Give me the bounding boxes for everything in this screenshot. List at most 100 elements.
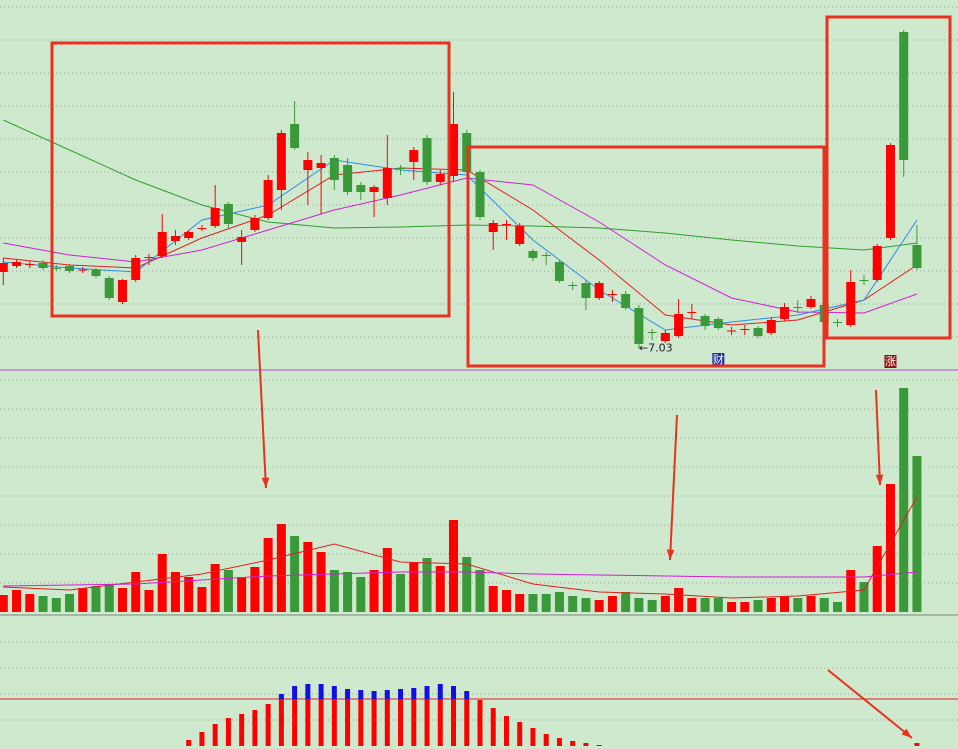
macd-bar-over bbox=[345, 689, 351, 699]
candle-body bbox=[223, 204, 233, 224]
volume-bar bbox=[449, 520, 459, 612]
candle-body bbox=[528, 251, 538, 258]
candle-body bbox=[753, 328, 763, 336]
macd-bar-over bbox=[318, 684, 324, 699]
volume-bar bbox=[51, 598, 61, 612]
macd-bar bbox=[583, 743, 589, 746]
candle-body bbox=[369, 187, 379, 192]
macd-bar bbox=[530, 728, 536, 746]
candle-body bbox=[91, 270, 101, 276]
candle-body bbox=[846, 282, 856, 325]
arrow bbox=[827, 669, 913, 739]
candle-body bbox=[899, 32, 909, 160]
candle-body bbox=[51, 268, 61, 269]
candle-body bbox=[144, 257, 154, 258]
candle-body bbox=[766, 320, 776, 333]
volume-bar bbox=[727, 602, 737, 612]
volume-bar bbox=[223, 570, 233, 612]
volume-bar bbox=[184, 577, 194, 612]
volume-bar bbox=[435, 566, 445, 612]
candle-body bbox=[674, 314, 684, 336]
macd-bar-over bbox=[451, 686, 457, 699]
candle-body bbox=[912, 245, 922, 268]
volume-bar bbox=[25, 594, 35, 612]
candle-body bbox=[793, 307, 803, 308]
macd-bar bbox=[252, 710, 258, 746]
volume-bar bbox=[329, 570, 339, 612]
candle-body bbox=[700, 316, 710, 326]
volume-bar bbox=[0, 595, 8, 612]
macd-bar bbox=[398, 699, 404, 746]
macd-bar-over bbox=[305, 684, 311, 699]
candle-body bbox=[237, 237, 247, 242]
volume-bar bbox=[753, 600, 763, 612]
candle-body bbox=[647, 332, 657, 333]
macd-bar bbox=[464, 699, 470, 746]
macd-bar bbox=[451, 699, 457, 746]
candle-body bbox=[660, 333, 670, 341]
macd-bar bbox=[199, 732, 205, 746]
highlights bbox=[50, 15, 952, 739]
macd-bar bbox=[305, 699, 311, 746]
volume-bar bbox=[713, 598, 723, 612]
candle-body bbox=[475, 172, 485, 217]
volume-bar bbox=[170, 572, 180, 612]
volume-bar bbox=[210, 564, 220, 612]
candle-body bbox=[634, 308, 644, 344]
candle-body bbox=[78, 269, 88, 271]
volume-bar bbox=[806, 596, 816, 612]
candle-body bbox=[65, 266, 75, 271]
volume-bar bbox=[104, 584, 114, 612]
volume-bar bbox=[316, 552, 326, 612]
candle-body bbox=[197, 228, 207, 229]
arrow-head bbox=[901, 728, 912, 738]
volume-bar bbox=[885, 484, 895, 612]
candle-body bbox=[541, 255, 551, 256]
candle-body bbox=[435, 174, 445, 182]
macd-bar bbox=[371, 699, 377, 746]
volume-bar bbox=[859, 582, 869, 612]
macd-bar-over bbox=[292, 686, 298, 699]
macd-bar bbox=[318, 699, 324, 746]
candle-body bbox=[396, 168, 406, 169]
candle-body bbox=[581, 283, 591, 298]
macd-bar bbox=[490, 708, 496, 746]
macd-bar-over bbox=[371, 691, 377, 699]
macd-bar bbox=[212, 724, 218, 746]
candle-body bbox=[554, 262, 564, 281]
candle-body bbox=[356, 185, 366, 192]
candle-body bbox=[780, 307, 790, 319]
volume-bar bbox=[356, 577, 366, 612]
candle-body bbox=[872, 246, 882, 280]
volume-bar bbox=[396, 574, 406, 612]
candle-body bbox=[157, 232, 167, 256]
average-line bbox=[3, 496, 918, 599]
macd-bar bbox=[239, 714, 245, 746]
macd-bar bbox=[543, 734, 549, 746]
volume-bar bbox=[382, 548, 392, 612]
volume-bar bbox=[833, 602, 843, 612]
macd-bar-over bbox=[358, 690, 364, 699]
macd-bar bbox=[345, 699, 351, 746]
highlight-box bbox=[50, 41, 451, 318]
candle-body bbox=[250, 218, 260, 230]
candle-body bbox=[740, 329, 750, 330]
volume-bar bbox=[700, 598, 710, 612]
volume-bar bbox=[515, 594, 525, 612]
candle-body bbox=[806, 299, 816, 307]
candle-body bbox=[621, 294, 631, 308]
candle-body bbox=[329, 158, 339, 180]
macd-bar bbox=[437, 699, 443, 746]
volume-bar bbox=[276, 524, 286, 612]
macd-bar-over bbox=[384, 690, 390, 699]
average-line bbox=[3, 177, 918, 314]
arrow-head bbox=[875, 474, 884, 485]
volume-bar bbox=[674, 588, 684, 612]
volume-bar bbox=[488, 586, 498, 612]
macd-bar bbox=[292, 699, 298, 746]
candle-body bbox=[568, 285, 578, 286]
macd-bar-over bbox=[464, 691, 470, 699]
candle-body bbox=[727, 330, 737, 332]
macd-bar bbox=[517, 722, 523, 746]
candle-body bbox=[859, 280, 869, 281]
